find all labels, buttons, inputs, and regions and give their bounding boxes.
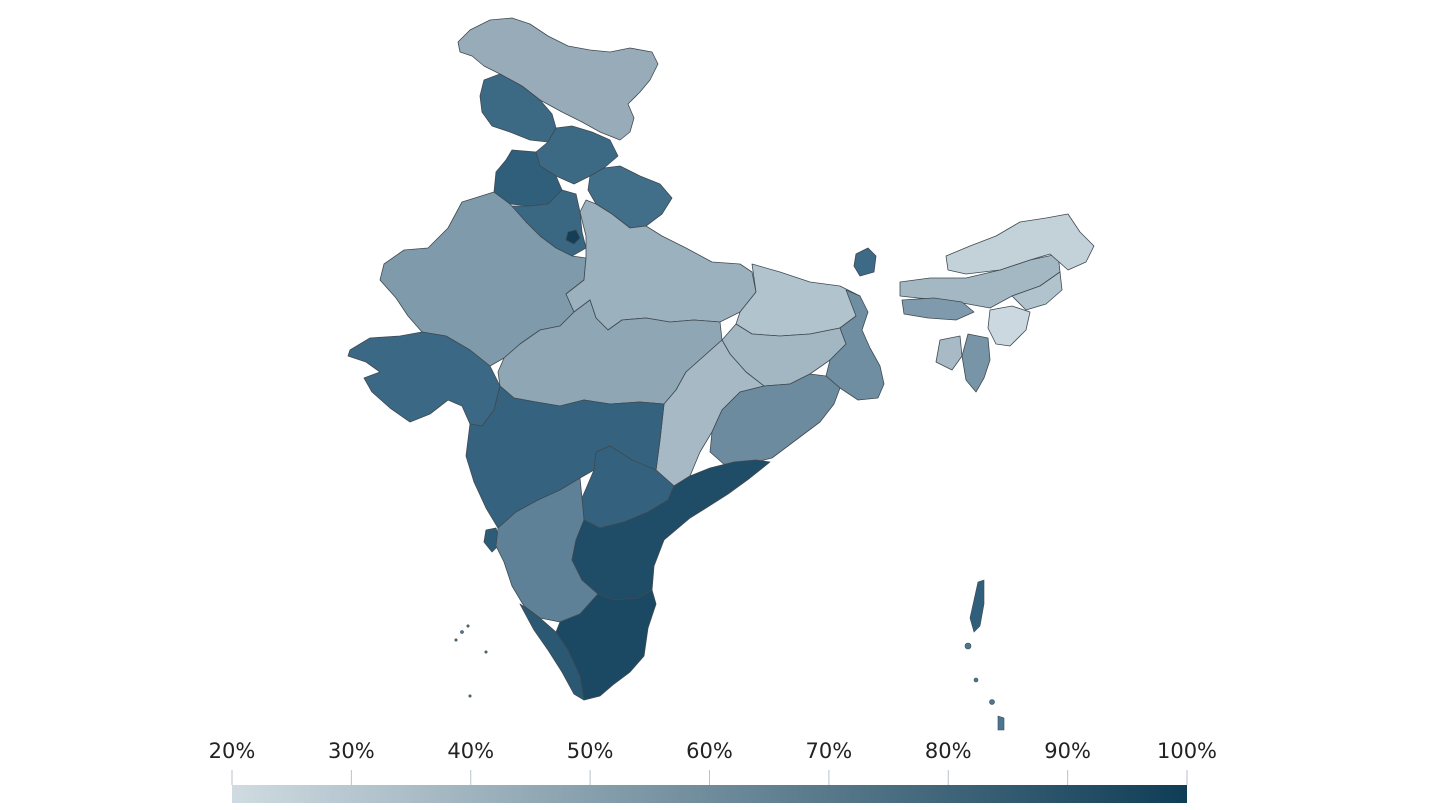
legend-gradient-bar: [232, 785, 1187, 803]
region-nagaland[interactable]: [1011, 271, 1063, 311]
island-nicobar-1: [973, 677, 979, 683]
region-manipur[interactable]: [987, 305, 1031, 347]
region-bihar[interactable]: [735, 263, 861, 337]
region-odisha[interactable]: [709, 373, 841, 467]
region-chhattisgarh[interactable]: [655, 339, 765, 487]
region-tamil-nadu[interactable]: [555, 589, 657, 701]
legend-tick-label: 70%: [806, 739, 853, 763]
island-lakshadweep-1: [460, 630, 464, 634]
legend-tick-label: 20%: [209, 739, 256, 763]
region-arunachal-pradesh[interactable]: [945, 213, 1095, 275]
island-lakshadweep-4: [484, 650, 488, 654]
legend-tick-label: 100%: [1157, 739, 1217, 763]
legend-tick-label: 80%: [925, 739, 972, 763]
island-andaman-2: [964, 642, 972, 650]
region-mizoram[interactable]: [961, 333, 991, 393]
legend-tick-label: 50%: [567, 739, 614, 763]
region-west-bengal[interactable]: [825, 289, 885, 401]
legend-ticks: 20% 30% 40% 50% 60% 70% 80% 90% 100%: [209, 739, 1217, 785]
region-uttar-pradesh[interactable]: [565, 199, 757, 331]
state-regions: [347, 17, 1095, 701]
island-andaman: [969, 579, 985, 633]
island-lakshadweep-2: [454, 638, 458, 642]
legend-tick-label: 90%: [1044, 739, 1091, 763]
legend-tick-label: 60%: [686, 739, 733, 763]
island-lakshadweep-5: [468, 694, 472, 698]
region-gujarat[interactable]: [347, 331, 501, 427]
color-scale-legend: 20% 30% 40% 50% 60% 70% 80% 90% 100%: [209, 739, 1217, 803]
region-delhi[interactable]: [565, 229, 581, 245]
island-nicobar-3: [997, 715, 1005, 731]
legend-tick-label: 30%: [328, 739, 375, 763]
region-sikkim[interactable]: [853, 247, 877, 277]
legend-tick-label: 40%: [447, 739, 494, 763]
island-nicobar-2: [989, 699, 995, 705]
islands: [454, 579, 1005, 731]
region-tripura[interactable]: [935, 335, 963, 371]
island-lakshadweep-3: [466, 624, 470, 628]
region-meghalaya[interactable]: [901, 297, 975, 321]
